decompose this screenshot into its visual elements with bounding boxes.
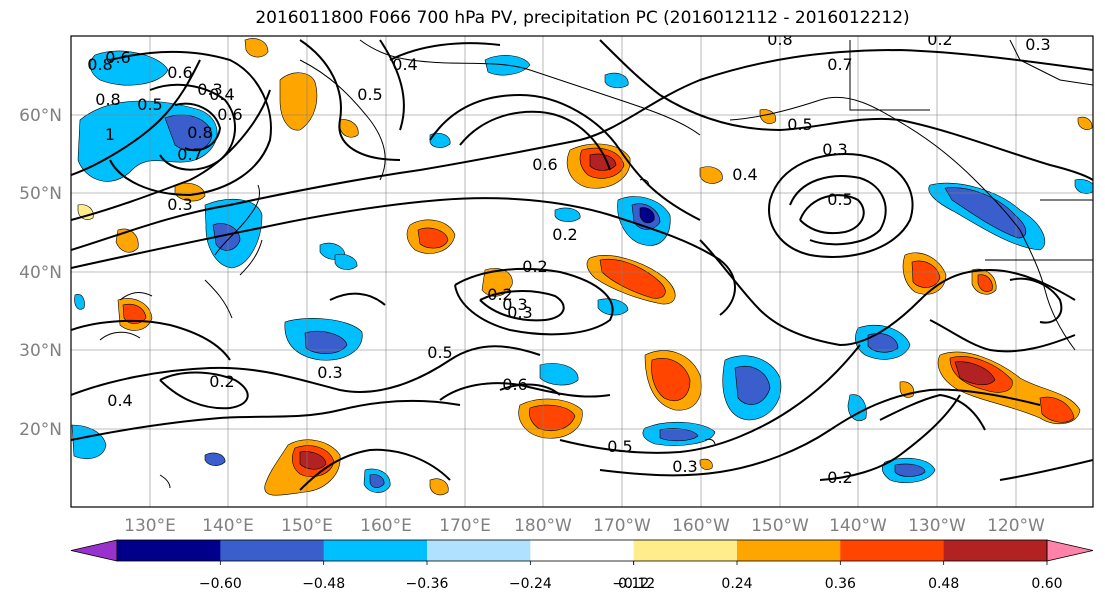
contour-label: 0.7 <box>177 145 202 164</box>
colorbar-bin <box>633 540 738 561</box>
colorbar-bin <box>530 540 635 561</box>
contour-label: 0.3 <box>197 80 222 99</box>
lon-label: 150°E <box>281 516 333 536</box>
lon-label: 160°E <box>360 516 412 536</box>
colorbar-tick-label: 0.60 <box>1031 576 1062 592</box>
map-panel: 0.8 0.60.50.30.60.80.40.810.70.60.30.40.5… <box>70 30 1094 508</box>
contour-label: 0.5 <box>827 190 852 209</box>
colorbar-tick-label: −0.36 <box>406 576 449 592</box>
lon-label: 140°E <box>202 516 254 536</box>
lon-label: 130°E <box>124 516 176 536</box>
colorbar-tick-label: 0.24 <box>721 576 752 592</box>
map-title: 2016011800 F066 700 hPa PV, precipitatio… <box>255 8 910 28</box>
contour-label: 0.4 <box>392 55 417 74</box>
lon-label: 170°E <box>439 516 491 536</box>
colorbar-bin <box>220 540 325 561</box>
colorbar-tick-label: −0.12 <box>612 576 655 592</box>
colorbar-tick-label: −0.60 <box>199 576 242 592</box>
graticule <box>71 36 1093 507</box>
lat-label: 50°N <box>19 184 62 204</box>
precip-anomaly-shading <box>71 38 1093 496</box>
contour-label: 0.3 <box>167 195 192 214</box>
contour-label: 0.3 <box>317 363 342 382</box>
lon-label: 160°W <box>672 516 730 536</box>
contour-label: 0.5 <box>357 85 382 104</box>
colorbar-bin <box>840 540 945 561</box>
lat-label: 20°N <box>19 420 62 440</box>
lon-label: 170°W <box>593 516 651 536</box>
lon-label: 120°W <box>987 516 1045 536</box>
colorbar-extend-high <box>1046 539 1094 562</box>
contour-label: 0.4 <box>732 165 757 184</box>
contour-label: 0.8 <box>87 55 112 74</box>
contour-label: 0.2 <box>209 372 234 391</box>
contour-label: 0.6 <box>532 155 557 174</box>
pv-contour-labels: 0.8 0.60.50.30.60.80.40.810.70.60.30.40.5… <box>87 30 1050 487</box>
colorbar-tick-label: −0.24 <box>509 576 552 592</box>
lon-label: 180°W <box>514 516 572 536</box>
colorbar-extend-low <box>70 539 118 562</box>
contour-label: 0.3 <box>672 457 697 476</box>
contour-label: 0.2 <box>927 30 952 49</box>
lon-label: 130°W <box>908 516 966 536</box>
contour-label: 0.7 <box>827 55 852 74</box>
colorbar-tick-label: 0.48 <box>928 576 959 592</box>
colorbar-bin <box>323 540 428 561</box>
contour-label: 0.2 <box>487 285 512 304</box>
colorbar-tick-label: 0.12 <box>618 576 649 592</box>
contour-label: 0.3 <box>507 303 532 322</box>
contour-label: 0.6 <box>105 48 130 67</box>
lat-label: 60°N <box>19 106 62 126</box>
colorbar: −0.60 −0.48 −0.36 −0.24 −0.120.12 0.24 0.36 0.4… <box>70 539 1094 592</box>
latitude-labels: 60°N 50°N 40°N 30°N 20°N <box>19 106 62 440</box>
contour-label: 0.4 <box>209 85 234 104</box>
contour-label: 1 <box>105 125 115 144</box>
lon-label: 150°W <box>751 516 809 536</box>
contour-label: 0.6 <box>167 63 192 82</box>
contour-label: 0.8 <box>187 123 212 142</box>
colorbar-bin <box>427 540 531 561</box>
contour-label: 0.4 <box>107 391 132 410</box>
contour-label: 0.2 <box>552 225 577 244</box>
contour-label: 0.6 <box>217 105 242 124</box>
pv-contours <box>71 39 1093 491</box>
contour-label: 0.2 <box>522 257 547 276</box>
lon-label: 140°W <box>829 516 887 536</box>
map-frame <box>70 35 1094 508</box>
contour-label: 0.8 <box>95 90 120 109</box>
contour-label: 0.6 <box>502 375 527 394</box>
colorbar-frame <box>116 539 1048 562</box>
colorbar-bin <box>737 540 841 561</box>
contour-label: 0.3 <box>1025 35 1050 54</box>
lat-label: 40°N <box>19 263 62 283</box>
contour-label: 0.5 <box>607 437 632 456</box>
colorbar-bin <box>943 540 1048 561</box>
contour-label: 0.5 <box>427 343 452 362</box>
contour-label: 0.8 <box>767 30 792 49</box>
longitude-labels: 130°E 140°E 150°E 160°E 170°E 180°W 170°W 160°W… <box>124 516 1045 536</box>
contour-label: 0.5 <box>787 115 812 134</box>
contour-label: 0.3 <box>502 295 527 314</box>
colorbar-bin <box>117 540 221 561</box>
contour-label: 0.3 <box>822 140 847 159</box>
colorbar-tick-label: 0.36 <box>825 576 856 592</box>
colorbar-tick-label: −0.48 <box>302 576 345 592</box>
contour-label: 0.5 <box>137 95 162 114</box>
contour-label: 0.2 <box>827 468 852 487</box>
lat-label: 30°N <box>19 341 62 361</box>
